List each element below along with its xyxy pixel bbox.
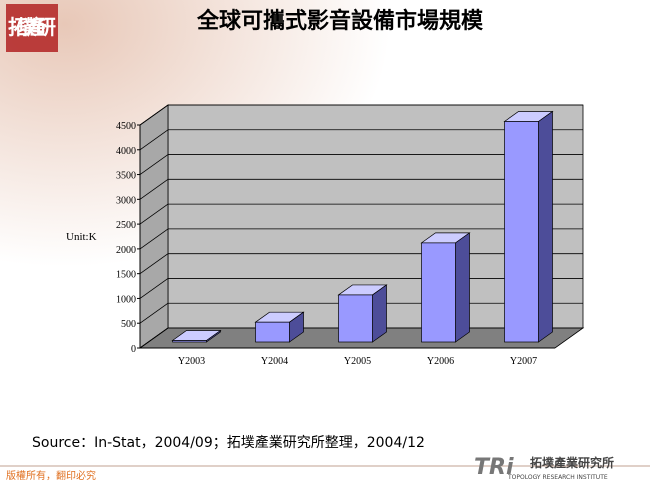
brand-english: TOPOLOGY RESEARCH INSTITUTE (507, 474, 608, 481)
y-tick-label: 4500 (116, 121, 136, 132)
grid-line (139, 228, 169, 250)
bar-side (455, 232, 470, 343)
grid-line (139, 179, 169, 200)
grid-line (139, 327, 169, 349)
y-tick-label: 4000 (116, 146, 136, 157)
brand-name: 拓墣產業研究所 (530, 455, 614, 470)
y-tick-label: 2000 (116, 245, 136, 256)
chart-title: 全球可攜式影音設備市場規模 (196, 8, 484, 33)
bar (504, 121, 539, 343)
grid-line (139, 278, 169, 299)
grid-line (139, 302, 169, 324)
grid-line (139, 154, 169, 175)
y-tick-label: 1000 (116, 294, 136, 305)
x-tick-label: Y2003 (178, 356, 205, 367)
logo-box (6, 4, 58, 52)
y-tick-label: 3000 (116, 195, 136, 206)
bar (255, 321, 290, 343)
y-axis-label: Unit:K (66, 231, 97, 243)
bar (338, 294, 373, 343)
y-tick-label: 1500 (116, 270, 136, 281)
grid-line (139, 104, 169, 126)
copyright: 版權所有，翻印必究 (6, 469, 96, 482)
plot: 0 500 1000 1500 2000 2500 3000 3500 4000 4500 Y200… (116, 104, 585, 367)
bar (421, 242, 456, 343)
brand-mark: TRi (474, 455, 514, 480)
side-wall (139, 104, 169, 349)
y-tick-label: 3500 (116, 171, 136, 182)
x-tick-label: Y2005 (344, 356, 371, 367)
bar-side (372, 284, 387, 343)
grid-line (139, 203, 169, 225)
x-tick-label: Y2007 (510, 356, 537, 367)
grid-line (139, 129, 169, 151)
y-tick-label: 500 (121, 319, 136, 330)
y-tick-label: 0 (131, 344, 136, 355)
x-tick-label: Y2006 (427, 356, 454, 367)
logo: 拓墣產研 (8, 15, 56, 39)
grid-line (139, 253, 169, 274)
bar-side (538, 110, 553, 343)
x-tick-label: Y2004 (261, 356, 288, 367)
bar (172, 340, 207, 343)
source: Source：In-Stat，2004/09；拓墣產業研究所整理，2004/12 (32, 434, 425, 451)
y-tick-label: 2500 (116, 220, 136, 231)
